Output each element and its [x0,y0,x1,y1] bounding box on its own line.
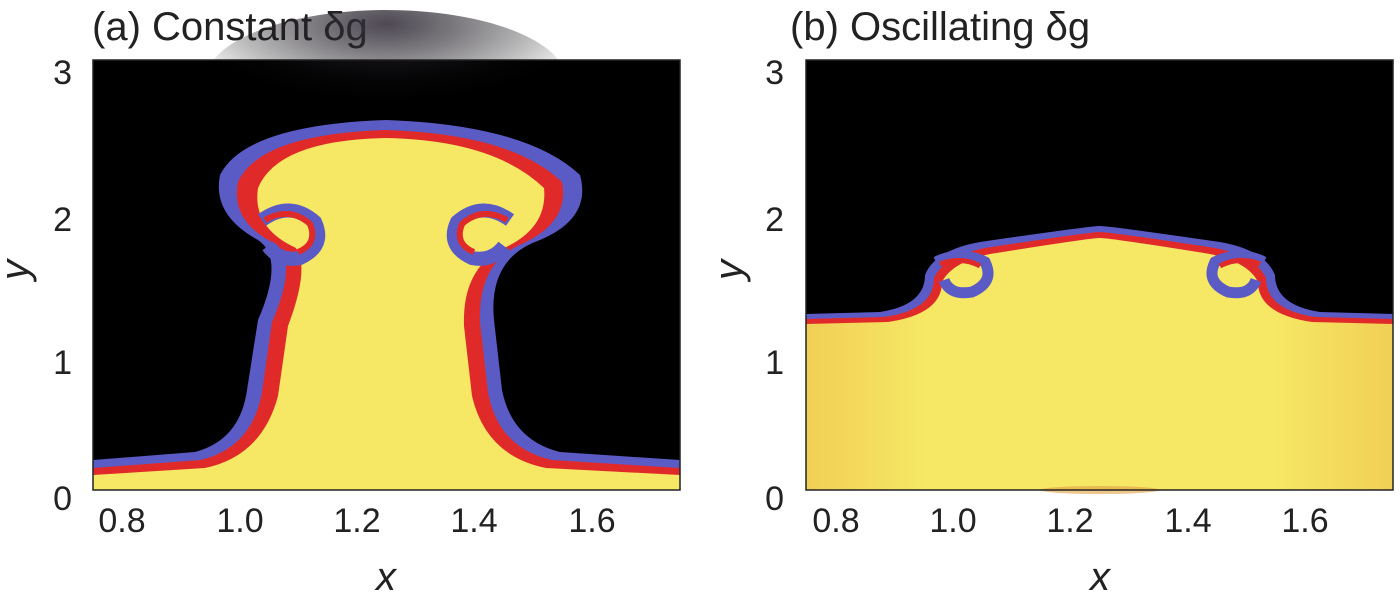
panel-a-right-curl-core [456,211,509,255]
panel-a: (a) Constant δg 3 2 1 0 0.8 1.0 1.2 1.4 … [0,5,681,599]
panel-b-xtick-1.4: 1.4 [1164,502,1211,540]
panel-a-top-glow [206,10,566,150]
panel-b-xtick-1.0: 1.0 [929,502,976,540]
panel-b-left-curl-core [939,258,982,269]
panel-a-xtick-1.4: 1.4 [450,502,497,540]
panel-b-fluid-core [806,238,1393,490]
panel-b-xlabel: x [1088,555,1112,599]
panel-a-ytick-3: 3 [53,54,72,92]
panel-b: (b) Oscillating δg 3 2 1 0 0.8 1.0 1.2 [707,5,1394,599]
panel-b-right-curl-core [1218,258,1261,269]
panel-a-frame [92,59,681,491]
panel-b-xtick-0.8: 0.8 [812,502,859,540]
panel-a-left-curl [257,203,326,266]
panel-a-ytick-1: 1 [53,344,72,382]
panel-a-xlabel: x [374,555,398,599]
panel-a-ytick-0: 0 [53,480,72,518]
panel-b-ytick-0: 0 [765,480,784,518]
panel-b-title: (b) Oscillating δg [790,5,1090,49]
panel-b-ytick-1: 1 [765,344,784,382]
panel-a-xtick-0.8: 0.8 [98,502,145,540]
panel-a-plot [92,10,681,491]
panel-b-ylabel: y [707,257,751,283]
panel-b-left-curl [933,250,994,299]
panel-a-ytick-2: 2 [53,201,72,239]
panel-b-xtick-1.2: 1.2 [1046,502,1093,540]
panel-a-ylabel: y [0,257,37,283]
panel-b-ytick-3: 3 [765,54,784,92]
panel-b-plot [805,59,1394,494]
panel-a-left-curl-core [263,211,316,255]
panel-a-xtick-1.0: 1.0 [216,502,263,540]
panel-b-ytick-2: 2 [765,201,784,239]
panel-a-xtick-1.2: 1.2 [333,502,380,540]
panel-b-xtick-1.6: 1.6 [1281,502,1328,540]
panel-a-right-curl [446,203,515,266]
panel-b-frame [805,59,1394,491]
panel-a-xtick-1.6: 1.6 [568,502,615,540]
panel-b-right-curl [1206,250,1267,299]
panel-a-mushroom-core [93,138,680,490]
